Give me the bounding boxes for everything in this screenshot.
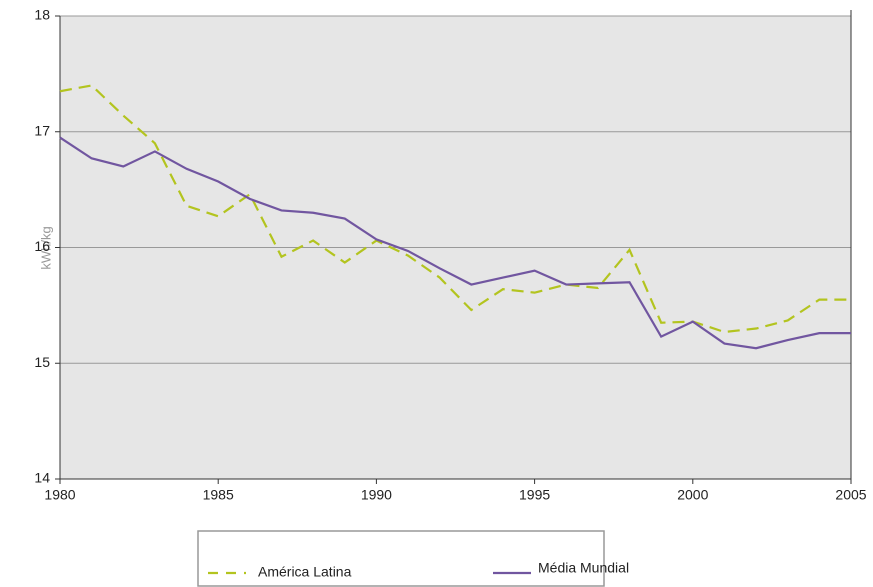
series-line bbox=[59, 136, 851, 350]
legend bbox=[197, 530, 605, 587]
y-tick-label: 16 bbox=[34, 238, 50, 254]
y-tick-label: 18 bbox=[34, 7, 50, 23]
y-axis-label: kWh/kg bbox=[38, 226, 53, 269]
x-tick-label: 2000 bbox=[677, 487, 708, 503]
x-tick-label: 1990 bbox=[361, 487, 392, 503]
y-tick-label: 14 bbox=[34, 470, 50, 486]
y-tick-label: 17 bbox=[34, 122, 50, 138]
legend-label: Média Mundial bbox=[538, 560, 629, 576]
x-tick-label: 1980 bbox=[44, 487, 75, 503]
series-line bbox=[59, 84, 851, 334]
y-tick-label: 15 bbox=[34, 354, 50, 370]
x-tick-label: 1995 bbox=[519, 487, 550, 503]
x-tick-label: 1985 bbox=[203, 487, 234, 503]
legend-label: América Latina bbox=[258, 564, 352, 580]
x-tick-label: 2005 bbox=[835, 487, 866, 503]
